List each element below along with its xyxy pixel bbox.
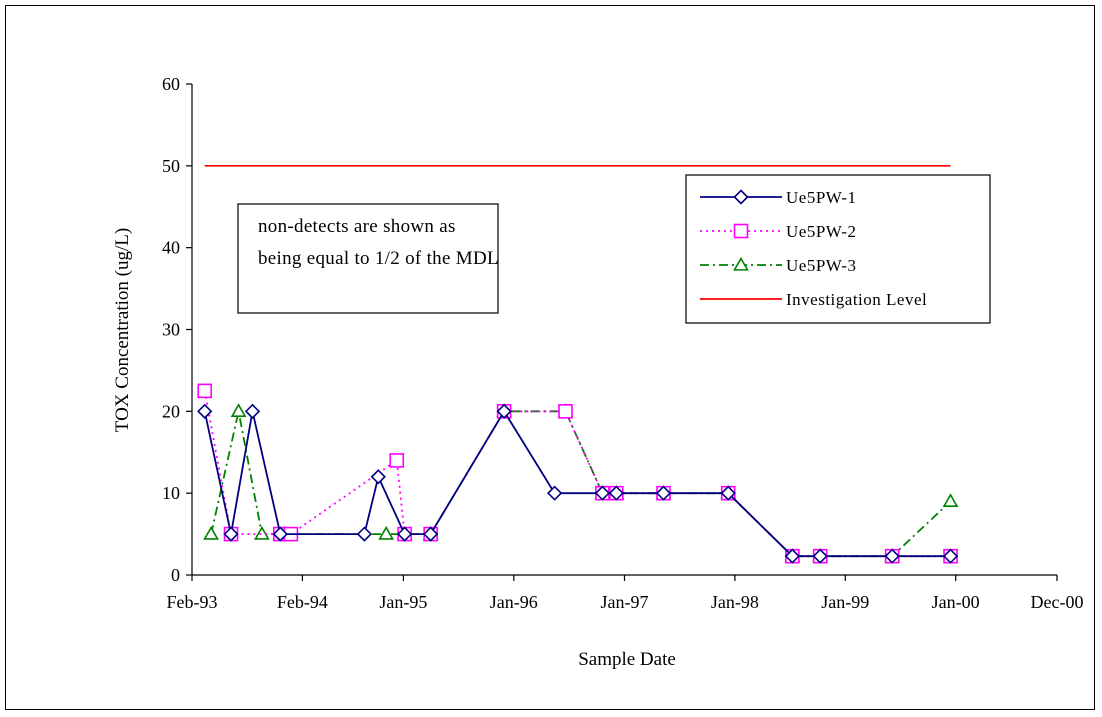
- data-point-ue5pw-1: [396, 526, 413, 542]
- series-line-ue5pw-1: [203, 409, 951, 558]
- data-point-ue5pw-1: [655, 485, 672, 501]
- legend-label: Ue5PW-3: [786, 256, 857, 275]
- y-tick-label: 10: [162, 483, 180, 503]
- data-point-ue5pw-1: [197, 403, 213, 419]
- data-point-ue5pw-1: [244, 403, 261, 419]
- y-tick-label: 0: [171, 565, 180, 585]
- data-point-ue5pw-1: [884, 548, 900, 564]
- x-tick-label: Jan-95: [379, 592, 427, 612]
- data-point-ue5pw-2: [558, 404, 573, 419]
- y-tick-label: 40: [162, 238, 180, 258]
- annotation-border: [237, 203, 499, 314]
- data-point-ue5pw-1: [784, 548, 800, 564]
- data-point-ue5pw-2: [197, 383, 213, 399]
- data-point-ue5pw-1: [608, 485, 624, 501]
- chart-frame: [5, 5, 1095, 710]
- data-point-ue5pw-3: [203, 525, 219, 540]
- series-line-ue5pw-2: [203, 390, 951, 558]
- x-tick-label: Feb-93: [167, 592, 218, 612]
- x-tick-label: Jan-00: [932, 592, 980, 612]
- x-tick-label: Jan-98: [711, 592, 759, 612]
- data-point-ue5pw-1: [942, 548, 959, 564]
- y-tick-label: 30: [162, 320, 180, 340]
- y-tick-label: 50: [162, 156, 180, 176]
- legend: Ue5PW-1 Ue5PW-2 Ue5PW-3 Investigation Level: [685, 174, 991, 324]
- x-tick-label: Jan-97: [601, 592, 649, 612]
- x-tick-label: Jan-99: [821, 592, 869, 612]
- series-ue5pw-1: [197, 403, 959, 564]
- data-point-ue5pw-3: [253, 525, 270, 540]
- y-tick-label: 20: [162, 401, 180, 421]
- legend-label: Investigation Level: [786, 290, 927, 309]
- y-tick-label: 60: [162, 74, 180, 94]
- legend-label: Ue5PW-2: [786, 222, 857, 241]
- x-tick-label: Jan-96: [490, 592, 538, 612]
- legend-item-ue5pw-3: Ue5PW-3: [700, 256, 857, 275]
- annotation-box: non-detects are shown as being equal to …: [237, 203, 499, 314]
- legend-swatch-marker: [733, 223, 749, 239]
- x-tick-label: Feb-94: [277, 592, 328, 612]
- series-ue5pw-3: [203, 403, 959, 562]
- x-tick-label: Dec-00: [1031, 592, 1084, 612]
- labels-layer: Sample Date TOX Concentration (ug/L): [112, 228, 676, 670]
- data-point-ue5pw-3: [230, 403, 247, 418]
- legend-swatch-marker: [733, 189, 749, 205]
- annotation-line-2: being equal to 1/2 of the MDL: [258, 248, 499, 269]
- data-point-ue5pw-1: [812, 548, 828, 564]
- legend-item-ue5pw-2: Ue5PW-2: [700, 222, 857, 241]
- data-point-ue5pw-3: [378, 525, 395, 540]
- x-axis-title: Sample Date: [578, 649, 676, 670]
- legend-swatch-marker: [733, 256, 749, 271]
- series-ue5pw-2: [197, 383, 958, 564]
- data-point-ue5pw-1: [223, 526, 239, 542]
- data-point-ue5pw-1: [370, 469, 386, 485]
- data-point-ue5pw-1: [272, 526, 288, 542]
- y-axis-title: TOX Concentration (ug/L): [112, 228, 133, 432]
- series-layer: [197, 165, 959, 564]
- data-point-ue5pw-2: [389, 453, 405, 468]
- legend-item-investigation-level: Investigation Level: [700, 290, 927, 309]
- data-point-ue5pw-1: [496, 403, 512, 419]
- legend-item-ue5pw-1: Ue5PW-1: [700, 188, 857, 207]
- data-point-ue5pw-1: [720, 485, 736, 501]
- annotation-line-1: non-detects are shown as: [258, 216, 456, 237]
- data-point-ue5pw-1: [422, 526, 439, 542]
- axes: 0 10 20 30 40 50 60 Feb-93 Feb-94 Jan-95 Jan-96 Jan…: [162, 74, 1083, 612]
- data-point-ue5pw-1: [356, 526, 373, 542]
- data-point-ue5pw-1: [547, 485, 563, 501]
- data-point-ue5pw-3: [942, 493, 959, 508]
- data-point-ue5pw-1: [594, 485, 611, 501]
- legend-label: Ue5PW-1: [786, 188, 857, 207]
